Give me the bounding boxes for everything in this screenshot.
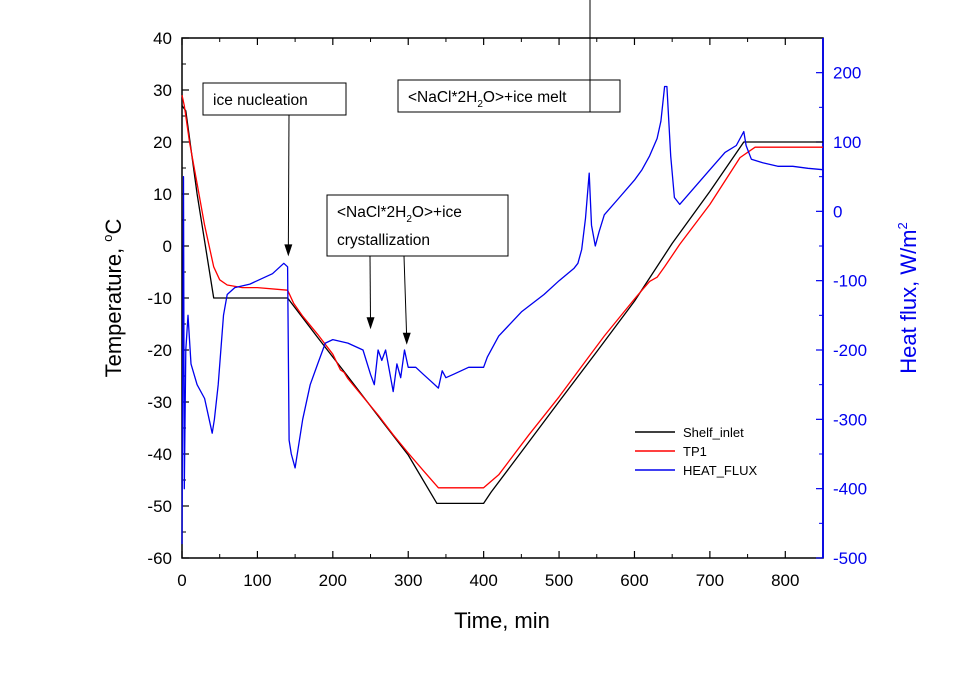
x-tick-label: 500 <box>545 571 573 590</box>
y-left-tick-label: 40 <box>153 29 172 48</box>
annotation-arrowhead-crystallization <box>366 317 375 330</box>
annotation-arrowhead-crystallization <box>402 332 411 345</box>
y-left-tick-label: -30 <box>147 393 172 412</box>
annotation-box-ice-nucleation <box>202 82 347 116</box>
y-left-tick-label: -20 <box>147 341 172 360</box>
y-right-tick-label: -200 <box>833 341 867 360</box>
y-left-tick-label: -60 <box>147 549 172 568</box>
x-tick-label: 300 <box>394 571 422 590</box>
y-right-tick-label: -100 <box>833 272 867 291</box>
legend-label-shelf-inlet: Shelf_inlet <box>683 425 744 440</box>
annotation-arrow-crystallization <box>403 255 408 339</box>
y-right-tick-label: -300 <box>833 410 867 429</box>
x-tick-label: 400 <box>469 571 497 590</box>
x-tick-label: 700 <box>696 571 724 590</box>
legend-label-heat-flux: HEAT_FLUX <box>683 463 757 478</box>
y-left-tick-label: 20 <box>153 133 172 152</box>
y-right-tick-label: -400 <box>833 480 867 499</box>
y-left-tick-label: 30 <box>153 81 172 100</box>
annotation-arrow-crystallization <box>369 255 372 324</box>
y-left-tick-label: 0 <box>163 237 172 256</box>
x-tick-label: 800 <box>771 571 799 590</box>
x-tick-label: 600 <box>620 571 648 590</box>
y-right-tick-label: 0 <box>833 202 842 221</box>
y-axis-title-right: Heat flux, W/m2 <box>895 222 921 373</box>
annotation-text-crystallization: <NaCl*2H2O>+ice <box>337 204 462 225</box>
annotation-text-crystallization: crystallization <box>337 232 430 249</box>
y-right-tick-label: -500 <box>833 549 867 568</box>
series-line-heat-flux <box>181 85 824 545</box>
y-right-tick-label: 200 <box>833 64 861 83</box>
series-line-shelf-inlet <box>181 105 823 505</box>
y-left-tick-label: 10 <box>153 185 172 204</box>
y-left-tick-label: -10 <box>147 289 172 308</box>
y-right-tick-label: 100 <box>833 133 861 152</box>
y-left-tick-label: -50 <box>147 497 172 516</box>
annotation-text-ice-nucleation: ice nucleation <box>213 92 308 109</box>
annotation-arrow-ice-nucleation <box>287 114 290 251</box>
x-tick-label: 0 <box>177 571 186 590</box>
y-axis-title-left: Temperature, oC <box>100 218 126 377</box>
annotation-arrowhead-ice-nucleation <box>284 244 293 257</box>
legend: Shelf_inlet TP1 HEAT_FLUX <box>635 425 757 478</box>
x-tick-label: 100 <box>243 571 271 590</box>
legend-label-tp1: TP1 <box>683 444 707 459</box>
y-left-tick-label: -40 <box>147 445 172 464</box>
series-line-tp1 <box>181 95 823 489</box>
x-tick-label: 200 <box>319 571 347 590</box>
annotation-box-crystallization <box>326 194 509 257</box>
annotation-box-melt <box>397 79 621 113</box>
annotation-text-melt: <NaCl*2H2O>+ice melt <box>408 89 567 110</box>
x-axis-title: Time, min <box>454 608 550 633</box>
